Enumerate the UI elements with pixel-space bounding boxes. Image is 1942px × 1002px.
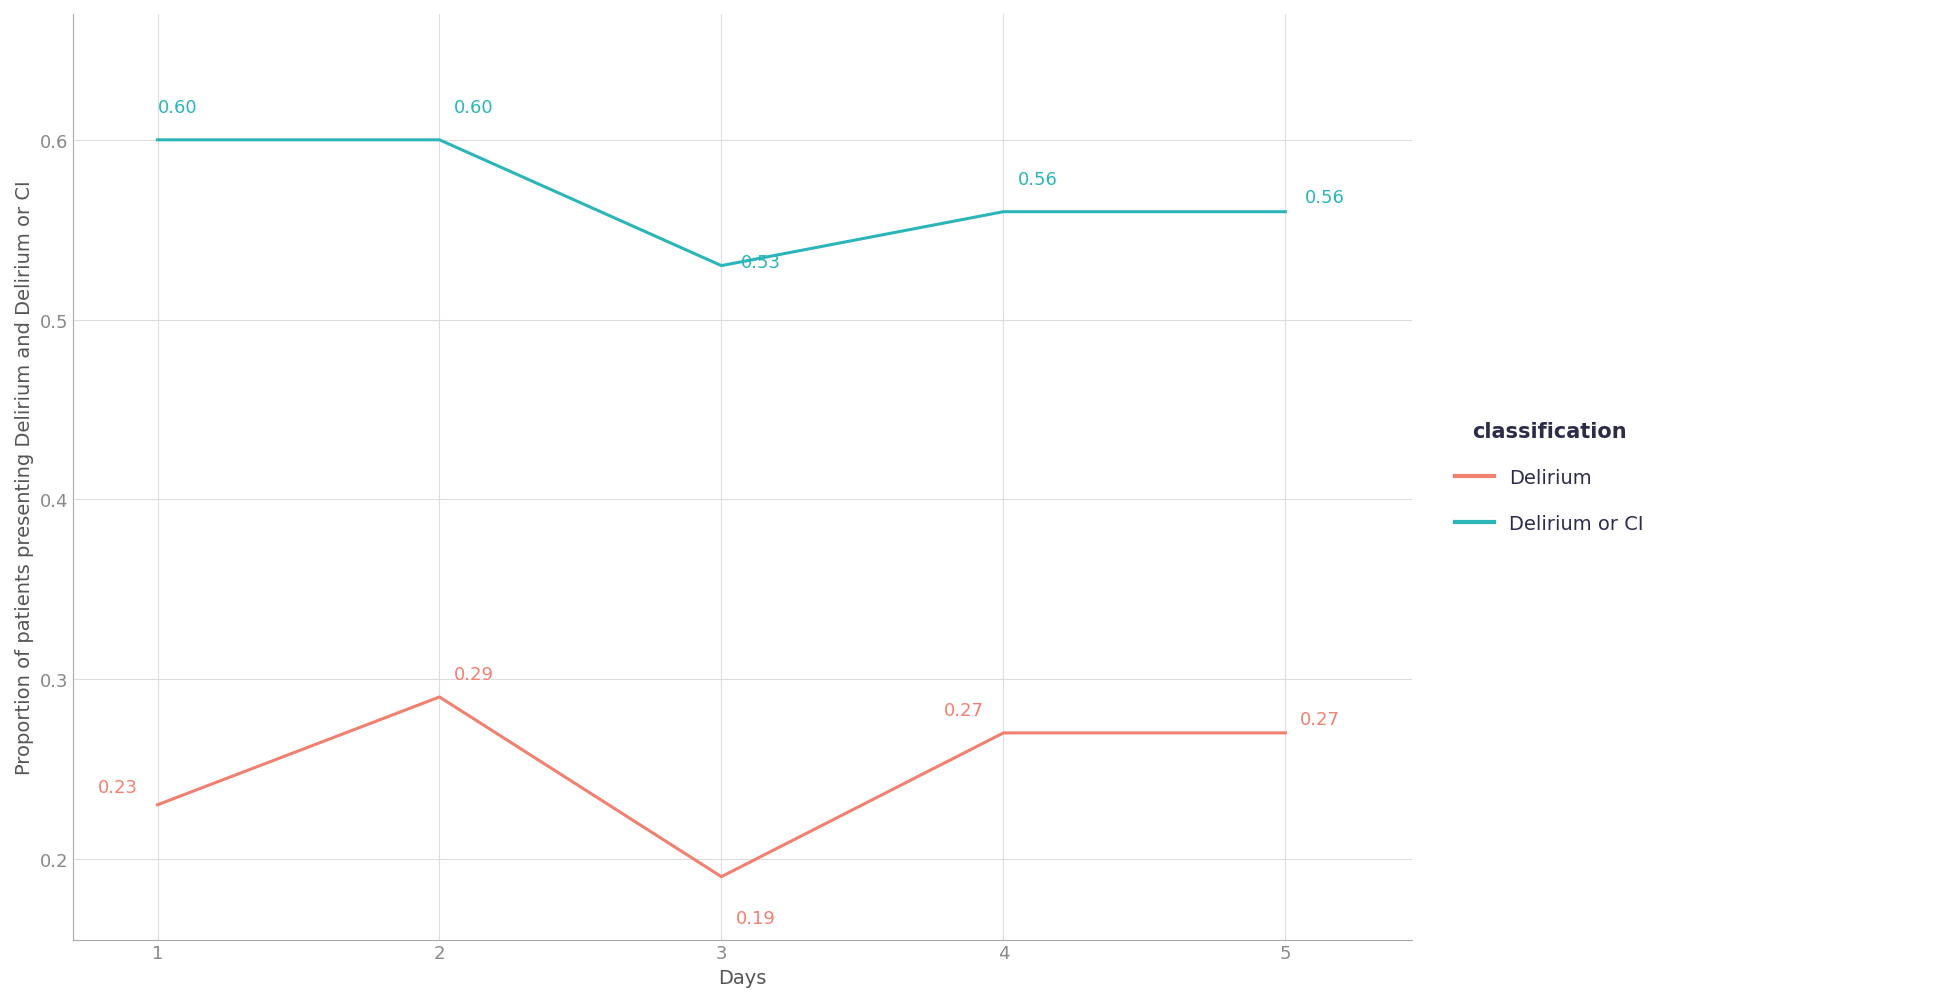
Text: 0.27: 0.27 [1299, 709, 1340, 727]
Text: 0.27: 0.27 [944, 700, 985, 718]
Text: 0.29: 0.29 [454, 665, 493, 683]
Legend: Delirium, Delirium or CI: Delirium, Delirium or CI [1435, 402, 1662, 553]
Delirium or CI [992, 206, 1016, 218]
Text: 0.56: 0.56 [1305, 189, 1346, 207]
Delirium or CI [1274, 206, 1297, 218]
Delirium [992, 727, 1016, 739]
Text: 0.19: 0.19 [736, 909, 775, 927]
Delirium or CI [709, 261, 732, 273]
Text: 0.23: 0.23 [97, 778, 138, 796]
Line: Delirium: Delirium [157, 697, 1286, 877]
Text: 0.60: 0.60 [157, 99, 198, 117]
Y-axis label: Proportion of patients presenting Delirium and Delirium or CI: Proportion of patients presenting Deliri… [16, 180, 35, 775]
X-axis label: Days: Days [719, 968, 767, 987]
Text: 0.56: 0.56 [1018, 171, 1056, 189]
Delirium or CI [146, 134, 169, 146]
Delirium [427, 691, 451, 703]
Delirium [1274, 727, 1297, 739]
Delirium or CI [427, 134, 451, 146]
Text: 0.60: 0.60 [454, 99, 493, 117]
Delirium [146, 799, 169, 811]
Line: Delirium or CI: Delirium or CI [157, 140, 1286, 267]
Delirium [709, 871, 732, 883]
Text: 0.53: 0.53 [742, 254, 781, 272]
